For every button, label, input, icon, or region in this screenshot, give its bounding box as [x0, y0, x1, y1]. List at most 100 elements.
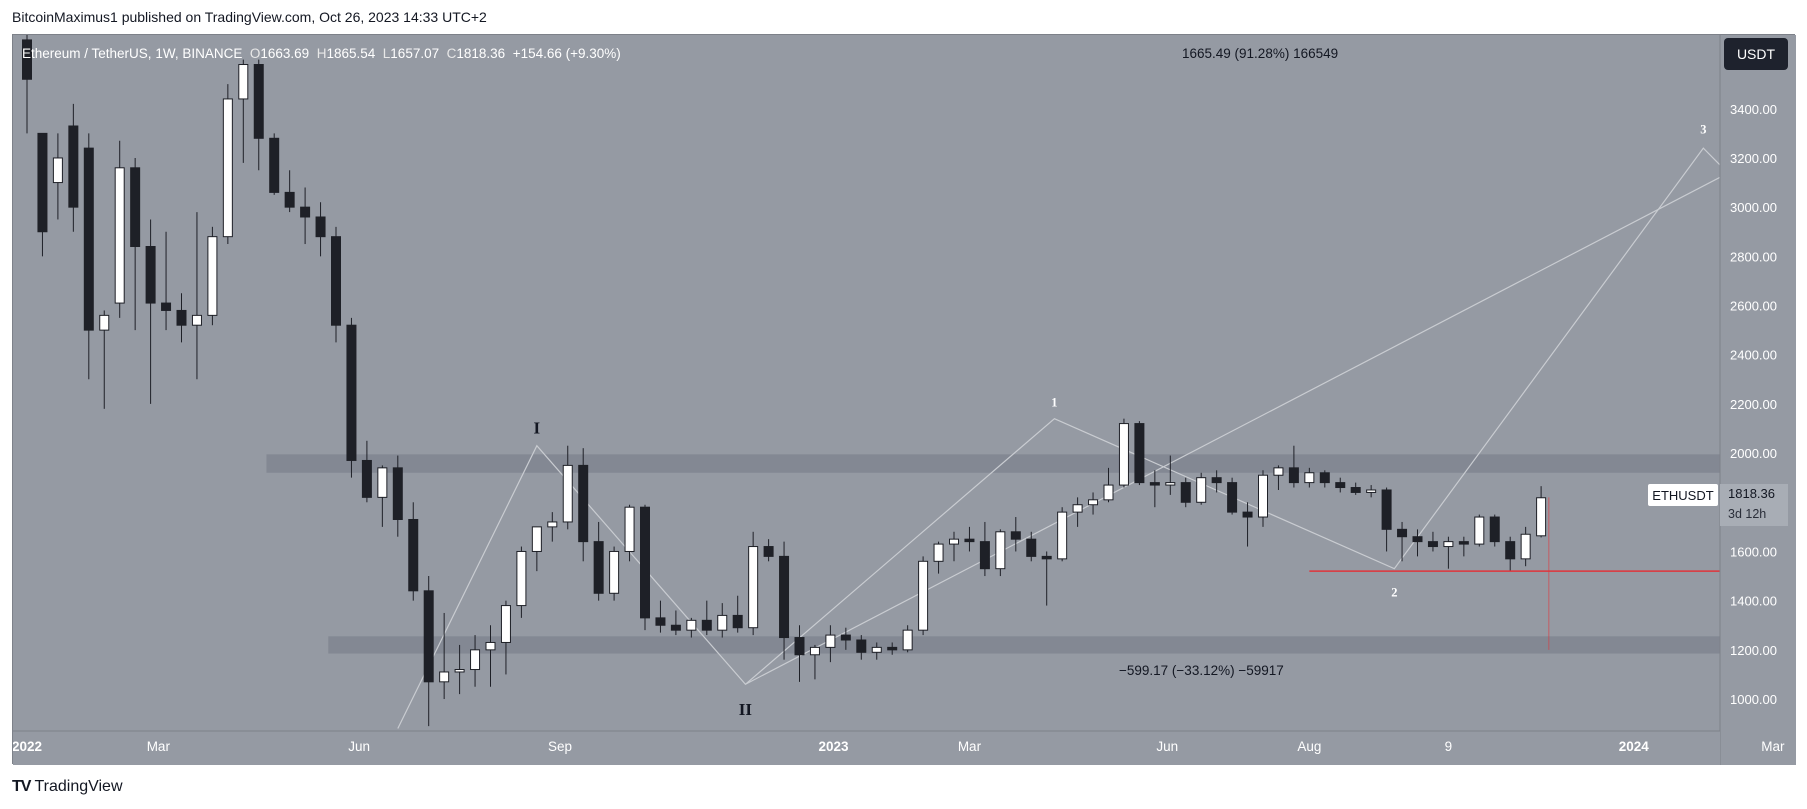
candle-up[interactable] — [902, 629, 913, 651]
candle-down[interactable] — [670, 624, 681, 631]
candle-down[interactable] — [423, 590, 434, 683]
candle-down[interactable] — [655, 617, 666, 626]
candle-down[interactable] — [1412, 536, 1423, 543]
candle-up[interactable] — [1196, 477, 1207, 503]
candle-up[interactable] — [686, 619, 697, 631]
candle-up[interactable] — [918, 560, 929, 631]
candle-up[interactable] — [377, 467, 388, 498]
candle-down[interactable] — [253, 64, 264, 139]
candle-down[interactable] — [22, 39, 32, 80]
candle-up[interactable] — [995, 531, 1006, 570]
candle-down[interactable] — [1319, 472, 1330, 484]
candle-up[interactable] — [1536, 497, 1547, 537]
candle-down[interactable] — [161, 302, 172, 311]
candle-down[interactable] — [979, 541, 990, 570]
candle-down[interactable] — [1288, 467, 1299, 484]
candle-up[interactable] — [1443, 541, 1454, 548]
candle-down[interactable] — [779, 555, 790, 639]
candle-up[interactable] — [1088, 499, 1099, 506]
candle-down[interactable] — [176, 309, 187, 326]
candle-down[interactable] — [840, 634, 851, 641]
candle-up[interactable] — [1258, 474, 1268, 518]
candle-down[interactable] — [1227, 482, 1238, 513]
candle-up[interactable] — [500, 605, 511, 643]
candle-down[interactable] — [1242, 511, 1253, 518]
candle-up[interactable] — [809, 646, 820, 656]
candle-down[interactable] — [346, 324, 357, 461]
candle-up[interactable] — [454, 669, 465, 673]
candle-up[interactable] — [609, 550, 620, 594]
candle-down[interactable] — [1427, 541, 1438, 548]
candle-down[interactable] — [361, 459, 372, 498]
candle-up[interactable] — [516, 550, 527, 607]
candle-down[interactable] — [37, 132, 48, 233]
candle-up[interactable] — [1118, 423, 1129, 486]
candle-down[interactable] — [1335, 482, 1346, 489]
candle-down[interactable] — [593, 541, 604, 594]
candle-down[interactable] — [1041, 555, 1052, 560]
candle-down[interactable] — [964, 538, 975, 543]
candle-down[interactable] — [331, 236, 341, 326]
candle-down[interactable] — [1350, 487, 1361, 493]
tradingview-brand[interactable]: TV TradingView — [12, 778, 123, 796]
candle-up[interactable] — [1304, 472, 1315, 484]
candle-up[interactable] — [748, 546, 759, 629]
candle-down[interactable] — [887, 646, 898, 651]
candle-up[interactable] — [1165, 482, 1176, 486]
candle-down[interactable] — [1134, 423, 1145, 484]
candle-up[interactable] — [933, 543, 944, 562]
candle-down[interactable] — [1211, 477, 1222, 484]
candle-down[interactable] — [392, 467, 403, 520]
candle-up[interactable] — [1474, 516, 1485, 545]
candle-up[interactable] — [222, 98, 233, 238]
candle-up[interactable] — [1273, 467, 1284, 476]
candle-down[interactable] — [284, 191, 295, 208]
candle-up[interactable] — [191, 314, 202, 326]
price-chart[interactable]: III12345III1000.001200.001400.001600.001… — [13, 35, 1796, 765]
candle-down[interactable] — [1180, 482, 1191, 503]
candle-down[interactable] — [1505, 541, 1516, 560]
candle-up[interactable] — [547, 521, 558, 528]
candle-up[interactable] — [825, 634, 836, 648]
candle-down[interactable] — [83, 147, 94, 331]
candle-up[interactable] — [52, 157, 63, 184]
candle-up[interactable] — [485, 641, 496, 651]
candle-up[interactable] — [238, 64, 249, 100]
candle-down[interactable] — [732, 614, 743, 629]
candle-up[interactable] — [1057, 511, 1068, 560]
candle-down[interactable] — [578, 464, 589, 543]
candle-up[interactable] — [99, 314, 110, 331]
symbol-title[interactable]: Ethereum / TetherUS, 1W, BINANCE — [22, 46, 243, 61]
candle-down[interactable] — [1026, 538, 1037, 557]
candle-down[interactable] — [1489, 516, 1500, 543]
candle-down[interactable] — [300, 206, 311, 218]
candle-up[interactable] — [1072, 504, 1083, 513]
candle-up[interactable] — [949, 538, 959, 545]
candle-up[interactable] — [531, 526, 542, 552]
currency-button[interactable]: USDT — [1724, 38, 1788, 70]
candle-down[interactable] — [68, 125, 79, 208]
candle-down[interactable] — [794, 637, 805, 656]
candle-down[interactable] — [315, 216, 326, 238]
candle-down[interactable] — [1381, 489, 1392, 530]
candle-down[interactable] — [701, 619, 712, 631]
candle-down[interactable] — [408, 518, 419, 592]
candle-down[interactable] — [640, 506, 650, 619]
candle-down[interactable] — [269, 137, 280, 193]
candle-down[interactable] — [1458, 541, 1469, 545]
candle-up[interactable] — [624, 506, 635, 552]
candle-down[interactable] — [130, 167, 141, 248]
candle-down[interactable] — [1010, 531, 1021, 540]
chart-area[interactable]: III12345III1000.001200.001400.001600.001… — [12, 34, 1796, 765]
candle-up[interactable] — [114, 167, 125, 304]
candle-down[interactable] — [1149, 482, 1160, 486]
candle-up[interactable] — [562, 464, 573, 523]
candle-up[interactable] — [207, 236, 218, 316]
candle-down[interactable] — [856, 639, 867, 653]
candle-down[interactable] — [145, 246, 156, 304]
candle-up[interactable] — [871, 646, 882, 653]
candle-up[interactable] — [717, 614, 728, 631]
candle-up[interactable] — [1103, 484, 1114, 501]
candle-down[interactable] — [763, 546, 774, 557]
candle-up[interactable] — [439, 671, 450, 683]
